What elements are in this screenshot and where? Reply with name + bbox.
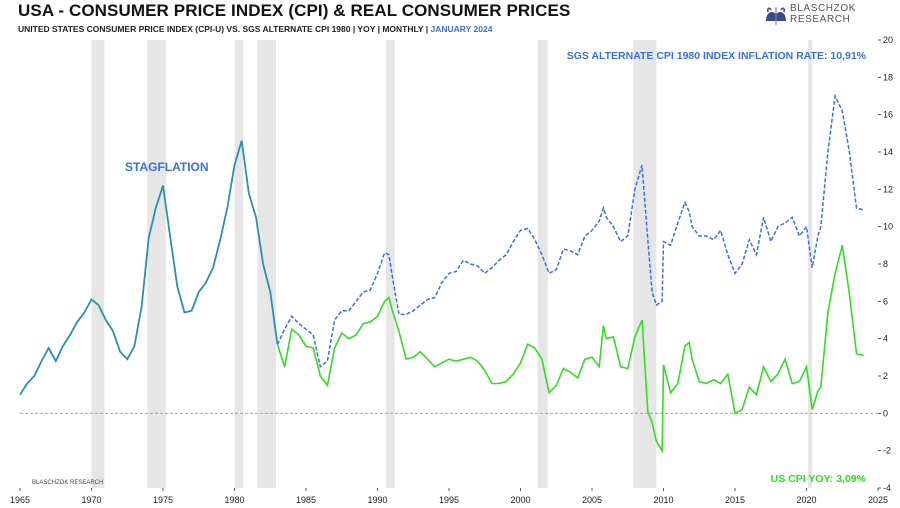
recession-band-2 [234,40,244,488]
y-tick-label-16: 16 [883,110,893,120]
x-tick-label-1980: 1980 [224,495,244,505]
subtitle-date: JANUARY 2024 [430,24,493,34]
recession-band-7 [807,40,813,488]
x-tick-label-1970: 1970 [81,495,101,505]
x-tick-label-1990: 1990 [367,495,387,505]
series-cpi-line [276,245,864,454]
watermark: BLASCHZOK RESEARCH [32,480,103,486]
cpi-rate-label: US CPI YOY: 3,09% [771,473,867,485]
y-tick-label-2: 2 [883,371,888,381]
recession-band-6 [633,40,657,488]
annotation-stagflation: STAGFLATION [125,160,209,174]
recession-band-5 [537,40,548,488]
y-tick-label-6: 6 [883,296,888,306]
y-tick-label-10: 10 [883,222,893,232]
series-common-line [19,140,279,396]
x-axis: 1965 1970 1975 1980 1985 1990 1995 2000 2005 2010… [10,488,888,505]
logo-line1: BLASCHZOK [790,3,856,14]
y-tick-label-0: 0 [883,408,888,418]
x-tick-label-1965: 1965 [10,495,30,505]
x-tick-label-2020: 2020 [796,495,816,505]
x-tick-label-2005: 2005 [582,495,602,505]
x-tick-label-2010: 2010 [653,495,673,505]
x-tick-label-1995: 1995 [439,495,459,505]
y-tick-label--4: -4 [883,483,891,493]
y-tick-label--2: -2 [883,446,891,456]
y-axis: -4 -2 0 2 4 6 8 10 12 14 16 18 20 [878,35,893,493]
brand-logo: BLASCHZOK RESEARCH [764,3,894,29]
series-sgs-line [276,93,864,369]
recession-band-0 [91,40,105,488]
x-tick-label-1975: 1975 [153,495,173,505]
y-tick-label-8: 8 [883,259,888,269]
x-tick-label-1985: 1985 [296,495,316,505]
sgs-rate-label: SGS ALTERNATE CPI 1980 INDEX INFLATION R… [567,50,867,62]
chart-subtitle: UNITED STATES CONSUMER PRICE INDEX (CPI-… [18,24,492,34]
y-tick-label-14: 14 [883,147,893,157]
subtitle-main: UNITED STATES CONSUMER PRICE INDEX (CPI-… [18,24,431,34]
bull-bear-icon [766,7,786,25]
y-tick-label-20: 20 [883,35,893,45]
series-lines [19,93,864,454]
logo-line2: RESEARCH [790,14,851,25]
y-tick-label-4: 4 [883,334,888,344]
x-tick-label-2000: 2000 [510,495,530,505]
recession-bands [91,40,813,488]
x-tick-label-2015: 2015 [725,495,745,505]
chart-title: USA - CONSUMER PRICE INDEX (CPI) & REAL … [18,1,571,20]
x-tick-label-2025: 2025 [868,495,888,505]
y-tick-label-12: 12 [883,184,893,194]
recession-band-1 [147,40,166,488]
y-tick-label-18: 18 [883,72,893,82]
recession-band-3 [257,40,276,488]
